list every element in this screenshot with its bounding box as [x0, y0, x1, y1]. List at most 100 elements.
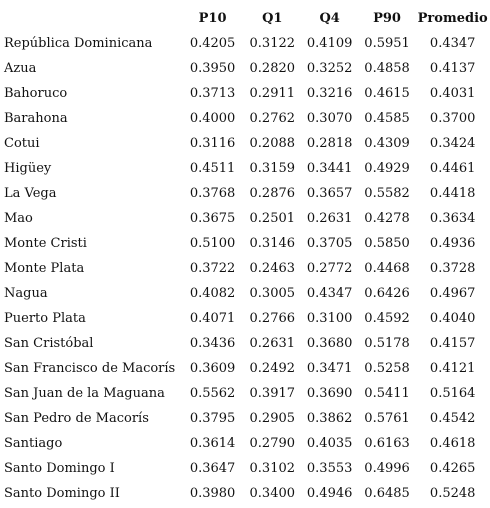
cell-promedio: 0.4967: [429, 286, 476, 301]
cell-q4: 0.3690: [306, 386, 353, 401]
cell-promedio: 0.4347: [429, 36, 476, 51]
header-cell-p90: P90: [373, 11, 401, 26]
cell-q4: 0.3441: [306, 161, 353, 176]
table-body: República Dominicana 0.4205 0.3122 0.4109 0.…: [4, 31, 490, 506]
row-label: Azua: [4, 61, 37, 76]
cell-p90: 0.6163: [364, 436, 410, 451]
cell-p90: 0.4858: [364, 61, 410, 76]
cell-p90: 0.4996: [364, 461, 410, 476]
cell-p10: 0.4071: [189, 311, 236, 326]
row-label: Bahoruco: [4, 86, 68, 101]
cell-promedio: 0.3700: [429, 111, 476, 126]
header-cell-promedio: Promedio: [417, 11, 488, 26]
cell-promedio: 0.4418: [429, 186, 476, 201]
row-label: Mao: [4, 211, 33, 226]
cell-q4: 0.4347: [306, 286, 353, 301]
table-row: La Vega 0.3768 0.2876 0.3657 0.5582 0.4418: [4, 181, 490, 206]
cell-q4: 0.3252: [306, 61, 353, 76]
cell-q4: 0.2772: [306, 261, 353, 276]
cell-promedio: 0.3728: [429, 261, 476, 276]
table-row: San Cristóbal 0.3436 0.2631 0.3680 0.5178 0.4…: [4, 331, 490, 356]
table-row: Monte Cristi 0.5100 0.3146 0.3705 0.5850 0.49…: [4, 231, 490, 256]
cell-promedio: 0.4031: [429, 86, 476, 101]
cell-p10: 0.3609: [189, 361, 236, 376]
cell-q1: 0.3400: [249, 486, 296, 501]
table-row: San Pedro de Macorís 0.3795 0.2905 0.3862 0.…: [4, 406, 490, 431]
cell-promedio: 0.4265: [429, 461, 476, 476]
cell-q1: 0.2905: [249, 411, 296, 426]
cell-p90: 0.5258: [364, 361, 410, 376]
cell-q1: 0.3917: [249, 386, 296, 401]
header-cell-p10: P10: [198, 11, 227, 26]
cell-p10: 0.3722: [189, 261, 236, 276]
row-label: San Francisco de Macorís: [4, 361, 176, 376]
cell-q1: 0.2492: [249, 361, 296, 376]
cell-promedio: 0.4461: [429, 161, 476, 176]
cell-promedio: 0.3634: [429, 211, 476, 226]
row-label: Monte Plata: [4, 261, 85, 276]
cell-p10: 0.3950: [189, 61, 236, 76]
cell-p90: 0.6426: [364, 286, 410, 301]
row-label: La Vega: [4, 186, 57, 201]
row-label: Higüey: [4, 161, 52, 176]
cell-q4: 0.3553: [306, 461, 353, 476]
cell-p90: 0.4585: [364, 111, 410, 126]
cell-p90: 0.5761: [364, 411, 410, 426]
cell-q1: 0.2762: [249, 111, 296, 126]
cell-q1: 0.2501: [249, 211, 296, 226]
cell-q4: 0.4109: [306, 36, 353, 51]
table-row: Bahoruco 0.3713 0.2911 0.3216 0.4615 0.4031: [4, 81, 490, 106]
cell-p10: 0.4082: [189, 286, 236, 301]
cell-p10: 0.4205: [189, 36, 236, 51]
cell-promedio: 0.4121: [429, 361, 476, 376]
table-row: Cotui 0.3116 0.2088 0.2818 0.4309 0.3424: [4, 131, 490, 156]
cell-p10: 0.3713: [189, 86, 236, 101]
cell-p10: 0.3675: [189, 211, 236, 226]
cell-p10: 0.5562: [189, 386, 236, 401]
cell-promedio: 0.5248: [429, 486, 476, 501]
cell-q1: 0.3159: [249, 161, 296, 176]
table-row: Nagua 0.4082 0.3005 0.4347 0.6426 0.4967: [4, 281, 490, 306]
cell-q1: 0.3146: [249, 236, 296, 251]
cell-q4: 0.2631: [306, 211, 353, 226]
table-row: Puerto Plata 0.4071 0.2766 0.3100 0.4592 0.40…: [4, 306, 490, 331]
table-row: República Dominicana 0.4205 0.3122 0.4109 0.…: [4, 31, 490, 56]
table-header: P10 Q1 Q4 P90 Promedio: [4, 6, 490, 31]
cell-promedio: 0.4542: [429, 411, 476, 426]
cell-promedio: 0.5164: [429, 386, 476, 401]
cell-p90: 0.5411: [364, 386, 410, 401]
table-row: Mao 0.3675 0.2501 0.2631 0.4278 0.3634: [4, 206, 490, 231]
cell-p10: 0.4000: [189, 111, 236, 126]
row-label: Santo Domingo I: [4, 461, 115, 476]
cell-p90: 0.4278: [364, 211, 410, 226]
cell-q4: 0.3100: [306, 311, 353, 326]
table-row: San Francisco de Macorís 0.3609 0.2492 0.34…: [4, 356, 490, 381]
cell-q4: 0.3070: [306, 111, 353, 126]
cell-p90: 0.4592: [364, 311, 410, 326]
cell-q1: 0.3122: [249, 36, 296, 51]
cell-p90: 0.5850: [364, 236, 410, 251]
cell-p90: 0.6485: [364, 486, 410, 501]
cell-q1: 0.3005: [249, 286, 296, 301]
cell-promedio: 0.4157: [429, 336, 476, 351]
row-label: Nagua: [4, 286, 48, 301]
cell-p10: 0.3436: [189, 336, 236, 351]
cell-p90: 0.5951: [364, 36, 410, 51]
cell-q4: 0.3862: [306, 411, 353, 426]
header-cell-q1: Q1: [262, 11, 283, 26]
cell-promedio: 0.4040: [429, 311, 476, 326]
cell-q4: 0.3471: [306, 361, 353, 376]
header-cell-q4: Q4: [319, 11, 340, 26]
cell-p10: 0.5100: [189, 236, 236, 251]
row-label: República Dominicana: [4, 36, 153, 51]
cell-q4: 0.4946: [306, 486, 353, 501]
table-row: Monte Plata 0.3722 0.2463 0.2772 0.4468 0.372…: [4, 256, 490, 281]
cell-promedio: 0.3424: [429, 136, 476, 151]
cell-q1: 0.2631: [249, 336, 296, 351]
table-row: Santiago 0.3614 0.2790 0.4035 0.6163 0.4618: [4, 431, 490, 456]
row-label: Puerto Plata: [4, 311, 86, 326]
header-cell-region: [4, 6, 181, 31]
cell-q4: 0.3680: [306, 336, 353, 351]
row-label: Cotui: [4, 136, 40, 151]
cell-p10: 0.3647: [189, 461, 236, 476]
